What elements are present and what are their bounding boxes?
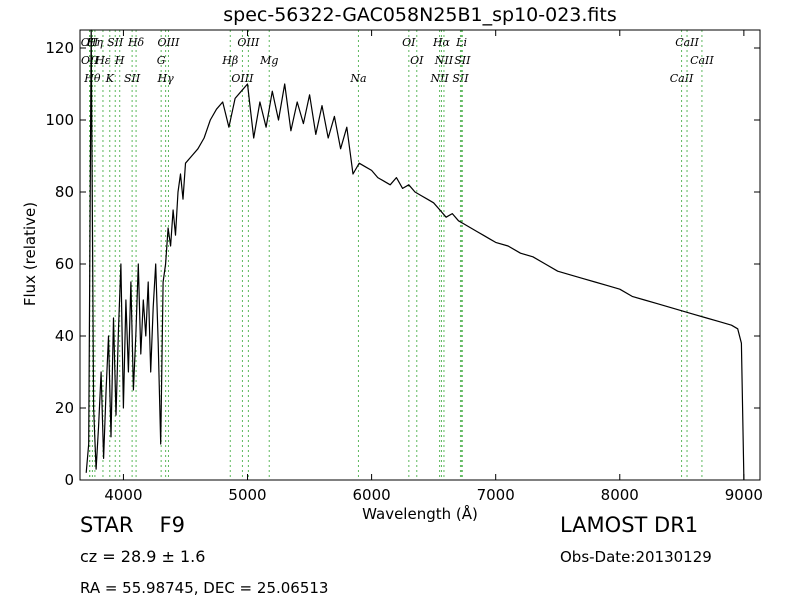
- survey-name: LAMOST DR1: [560, 513, 699, 537]
- x-axis-label: Wavelength (Å): [362, 505, 478, 523]
- y-tick-label: 20: [55, 399, 74, 417]
- line-marker-label: NII: [429, 72, 449, 85]
- y-tick-label: 80: [55, 183, 74, 201]
- line-marker-label: Mg: [259, 54, 278, 67]
- line-marker-label: CaII: [690, 54, 714, 67]
- x-tick-label: 4000: [104, 486, 142, 504]
- line-marker-label: NII: [434, 54, 454, 67]
- line-marker-label: Hβ: [221, 54, 238, 67]
- line-marker-label: OI: [410, 54, 424, 67]
- y-axis-label: Flux (relative): [21, 201, 39, 307]
- redshift-text: cz = 28.9 ± 1.6: [80, 547, 206, 566]
- line-marker-label: SII: [454, 54, 471, 67]
- line-marker-label: SII: [452, 72, 469, 85]
- line-marker-label: Na: [349, 72, 366, 85]
- line-marker-label: OIII: [157, 36, 180, 49]
- emission-line-markers: OIIOIIHθHηHεKSIIHSIIHδGHγOIIIHβOIIIOIIIM…: [81, 30, 714, 480]
- object-type: STAR: [80, 513, 134, 537]
- series-line: [85, 29, 745, 481]
- line-marker-label: SII: [107, 36, 124, 49]
- line-marker-label: CaII: [675, 36, 699, 49]
- x-tick-label: 5000: [228, 486, 266, 504]
- line-marker-label: OIII: [237, 36, 260, 49]
- line-marker-label: Hα: [432, 36, 451, 49]
- line-marker-label: SII: [124, 72, 141, 85]
- y-tick-label: 100: [45, 111, 74, 129]
- line-marker-label: Hη: [86, 36, 104, 49]
- line-marker-label: H: [114, 54, 125, 67]
- line-marker-label: Li: [455, 36, 467, 49]
- x-tick-label: 9000: [725, 486, 763, 504]
- line-marker-label: K: [105, 72, 115, 85]
- y-tick-label: 60: [55, 255, 74, 273]
- line-marker-label: Hγ: [157, 72, 175, 85]
- chart-title: spec-56322-GAC058N25B1_sp10-023.fits: [223, 4, 617, 26]
- line-marker-label: OIII: [231, 72, 254, 85]
- axis-ticks: 4000 5000 6000 7000 8000 9000 0 20 40 60 80 100 120: [45, 30, 763, 504]
- y-tick-label: 0: [64, 471, 74, 489]
- line-marker-label: OII: [81, 54, 99, 67]
- obs-date: Obs-Date:20130129: [560, 548, 712, 566]
- classification-row: STAR F9: [80, 513, 211, 537]
- line-marker-label: Hδ: [127, 36, 145, 49]
- line-marker-label: G: [157, 54, 166, 67]
- y-tick-label: 120: [45, 39, 74, 57]
- x-tick-label: 7000: [477, 486, 515, 504]
- x-tick-label: 8000: [601, 486, 639, 504]
- line-marker-label: CaII: [670, 72, 694, 85]
- coordinates-text: RA = 55.98745, DEC = 25.06513: [80, 579, 329, 597]
- x-tick-label: 6000: [353, 486, 391, 504]
- line-marker-label: OI: [402, 36, 416, 49]
- plot-frame: [79, 29, 761, 481]
- y-tick-label: 40: [55, 327, 74, 345]
- series-layer: [85, 29, 745, 481]
- subclass: F9: [159, 513, 185, 537]
- line-marker-label: Hε: [94, 54, 111, 67]
